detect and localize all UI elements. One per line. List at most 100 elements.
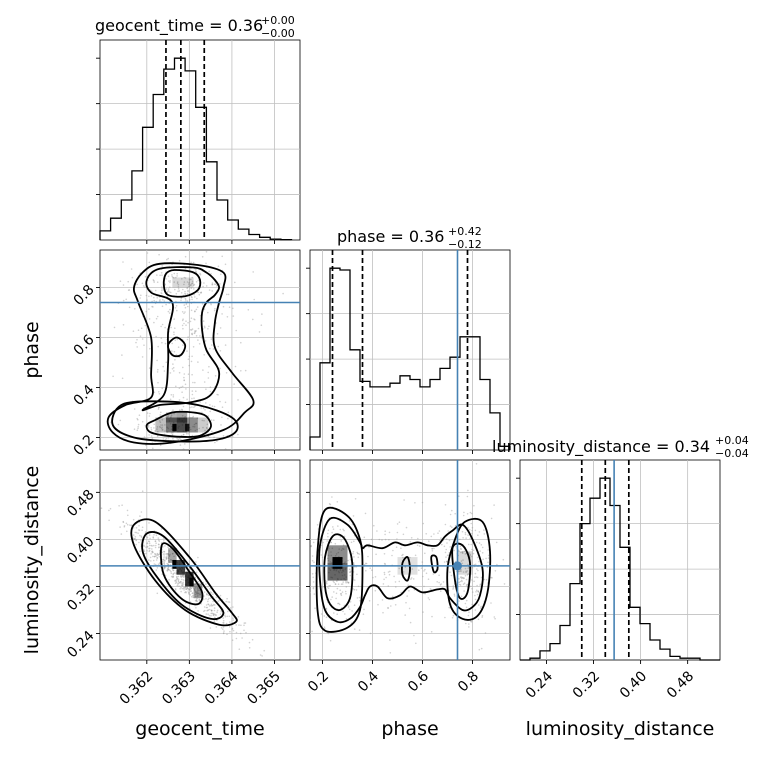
scatter-point <box>312 586 315 589</box>
scatter-point <box>177 438 180 441</box>
scatter-point <box>464 567 467 570</box>
scatter-point <box>165 557 168 559</box>
density-cell <box>165 412 177 423</box>
scatter-point <box>332 580 335 583</box>
scatter-point <box>339 593 342 595</box>
scatter-point <box>157 381 159 384</box>
panel-luminosity-distance-vs-phase <box>309 459 511 661</box>
scatter-point <box>161 551 163 554</box>
scatter-point <box>196 592 198 595</box>
scatter-point <box>340 592 343 595</box>
scatter-point <box>330 551 332 553</box>
scatter-point <box>127 280 129 283</box>
scatter-point <box>195 599 198 601</box>
scatter-point <box>206 609 208 612</box>
scatter-point <box>136 283 138 286</box>
scatter-point <box>172 396 175 398</box>
scatter-point <box>199 273 202 276</box>
scatter-point <box>483 533 486 535</box>
scatter-point <box>174 589 177 591</box>
xtick-label-phase: 0.6 <box>405 668 432 695</box>
scatter-point <box>487 561 489 564</box>
scatter-point <box>174 339 177 342</box>
scatter-point <box>473 504 475 507</box>
scatter-point <box>470 543 473 546</box>
scatter-point <box>134 531 136 534</box>
contour-line <box>318 516 484 624</box>
scatter-point <box>327 557 329 560</box>
scatter-point <box>332 526 334 528</box>
scatter-point <box>167 563 169 566</box>
scatter-point <box>159 299 161 301</box>
scatter-point <box>326 582 328 585</box>
scatter-point <box>423 585 425 588</box>
scatter-point <box>427 578 430 580</box>
scatter-point <box>193 283 196 286</box>
scatter-point <box>480 576 483 579</box>
scatter-point <box>211 290 213 292</box>
scatter-point <box>168 560 170 562</box>
scatter-point <box>174 580 176 582</box>
scatter-point <box>331 596 334 598</box>
scatter-point <box>222 632 225 635</box>
scatter-point <box>356 551 359 554</box>
scatter-point <box>166 567 169 570</box>
scatter-point <box>182 288 184 291</box>
scatter-point <box>148 547 150 550</box>
scatter-point <box>148 308 150 310</box>
scatter-point <box>141 356 144 358</box>
scatter-point <box>156 567 159 569</box>
scatter-point <box>123 525 126 527</box>
scatter-point <box>187 592 190 594</box>
scatter-point <box>327 587 330 589</box>
scatter-point <box>221 416 223 419</box>
scatter-point <box>471 603 473 606</box>
scatter-point <box>216 619 218 622</box>
scatter-point <box>357 552 359 555</box>
scatter-point <box>194 405 196 407</box>
scatter-point <box>221 255 223 258</box>
scatter-point <box>173 350 176 353</box>
scatter-point <box>169 553 171 556</box>
scatter-point <box>148 549 151 552</box>
scatter-point <box>187 587 189 590</box>
scatter-point <box>431 547 433 550</box>
scatter-point <box>208 289 211 291</box>
scatter-point <box>145 294 148 297</box>
scatter-point <box>167 568 170 571</box>
scatter-point <box>221 313 223 315</box>
scatter-point <box>352 551 355 553</box>
scatter-point <box>153 279 155 282</box>
scatter-point <box>205 613 208 615</box>
scatter-point <box>358 629 361 631</box>
density-cell <box>155 417 166 433</box>
scatter-point <box>467 543 470 546</box>
title-geocent-time-sup: +0.00 <box>261 14 295 27</box>
scatter-point <box>210 609 213 612</box>
scatter-point <box>198 427 200 430</box>
scatter-point <box>190 360 193 363</box>
scatter-point <box>214 616 216 619</box>
scatter-point <box>342 544 345 546</box>
scatter-point <box>232 619 235 621</box>
scatter-point <box>231 455 233 457</box>
scatter-point <box>138 414 141 417</box>
scatter-point <box>338 602 340 605</box>
scatter-point <box>402 556 404 559</box>
scatter-point <box>207 603 209 605</box>
scatter-point <box>155 559 158 561</box>
scatter-point <box>451 509 453 512</box>
scatter-point <box>444 504 447 506</box>
scatter-point <box>188 416 191 419</box>
scatter-point <box>202 320 205 322</box>
scatter-point <box>138 524 140 527</box>
scatter-point <box>198 589 201 592</box>
scatter-point <box>150 560 152 562</box>
scatter-point <box>243 629 245 632</box>
scatter-point <box>188 607 191 610</box>
scatter-point <box>207 311 209 314</box>
scatter-point <box>183 373 186 375</box>
scatter-point <box>172 572 175 575</box>
scatter-point <box>345 617 348 620</box>
scatter-point <box>477 569 479 572</box>
